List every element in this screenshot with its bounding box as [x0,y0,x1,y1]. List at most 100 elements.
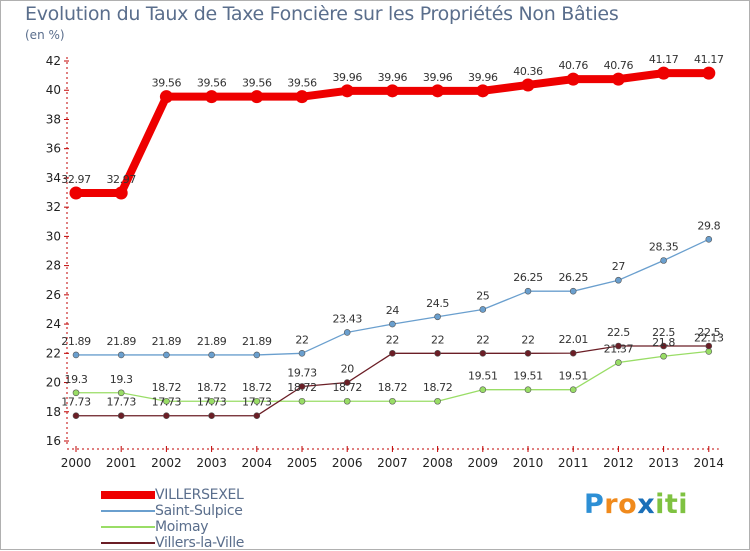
data-label: 22.13 [694,331,724,344]
data-point [385,84,399,98]
y-tick-label: 40 [46,83,61,97]
data-label: 41.17 [649,53,679,66]
legend-item: Saint-Sulpice [101,503,244,519]
data-point [566,72,580,86]
data-label: 21.8 [652,336,675,349]
x-tick-label: 2006 [332,456,363,470]
data-label: 40.76 [604,59,634,72]
data-point [69,186,83,200]
x-tick-label: 2004 [242,456,273,470]
data-label: 32.97 [61,173,91,186]
legend-item: Villers-la-Ville [101,535,244,551]
data-label: 17.73 [242,396,272,409]
y-tick-label: 20 [46,376,61,390]
y-tick-label: 18 [46,405,61,419]
data-label: 17.73 [106,396,136,409]
logo-letter: i [678,489,689,520]
data-label: 20 [341,363,355,376]
data-label: 32.97 [106,173,136,186]
x-tick-label: 2005 [287,456,318,470]
data-point [163,412,170,420]
data-label: 17.73 [152,396,182,409]
data-label: 24.5 [426,297,449,310]
data-label: 39.96 [468,71,498,84]
data-point [343,379,351,386]
data-point [298,383,306,390]
data-point [389,320,396,328]
data-point [253,412,261,420]
data-point [702,66,716,80]
data-label: 22 [295,333,308,346]
data-label: 39.56 [197,77,227,90]
data-point [343,397,351,405]
legend-label: Villers-la-Ville [155,535,245,551]
data-point [569,386,577,394]
data-point [705,236,713,243]
x-tick-label: 2010 [513,456,544,470]
legend-swatch [101,491,155,499]
data-label: 18.72 [423,381,453,394]
data-label: 26.25 [558,271,588,284]
legend: VILLERSEXEL Saint-Sulpice Moimay Villers-la… [101,487,244,551]
x-tick-label: 2000 [61,456,92,470]
data-label: 22.5 [652,326,675,339]
data-label: 19.3 [65,373,88,386]
logo-letter: t [664,489,679,520]
data-label: 17.73 [61,396,91,409]
data-label: 18.72 [378,381,408,394]
y-axis-unit-label: (en %) [25,28,65,42]
data-point [611,72,625,86]
data-point [479,350,487,357]
data-label: 23.43 [332,312,362,325]
data-point [660,352,667,360]
data-point [476,84,490,98]
data-label: 21.89 [242,335,272,348]
data-point [524,350,532,357]
data-point [521,78,535,92]
data-point [431,84,445,98]
data-label: 18.72 [197,381,227,394]
data-label: 22 [431,333,444,346]
y-tick-label: 34 [46,171,61,185]
data-label: 28.35 [649,241,679,254]
y-tick-label: 16 [46,434,61,448]
data-label: 19.51 [513,370,543,383]
data-label: 26.25 [513,271,543,284]
data-label: 21.89 [197,335,227,348]
data-label: 21.89 [106,335,136,348]
data-label: 39.56 [152,77,182,90]
data-label: 39.96 [332,71,362,84]
data-label: 19.51 [558,370,588,383]
legend-swatch [101,542,155,544]
data-label: 25 [476,289,490,302]
data-label: 40.76 [558,59,588,72]
data-point [479,306,487,313]
legend-swatch [101,526,155,528]
y-tick-label: 30 [46,229,61,243]
data-label: 21.89 [61,335,91,348]
data-point [72,351,80,359]
data-point [159,90,173,104]
data-point [298,397,306,405]
data-label: 39.96 [378,71,408,84]
data-point [117,412,125,420]
data-point [208,351,215,359]
y-tick-label: 24 [46,317,61,331]
data-point [660,342,667,350]
data-point [524,386,532,394]
y-tick-label: 32 [46,200,61,214]
legend-swatch [101,510,155,512]
data-label: 22 [386,333,399,346]
data-point [205,90,219,104]
x-tick-label: 2003 [196,456,227,470]
x-tick-label: 2009 [468,456,499,470]
logo-letter: r [604,489,619,520]
data-point [615,276,622,284]
data-point [569,349,577,357]
data-point [250,90,264,104]
data-point [117,351,125,359]
data-point [569,287,577,295]
y-tick-label: 22 [46,346,61,360]
x-tick-label: 2001 [106,456,137,470]
